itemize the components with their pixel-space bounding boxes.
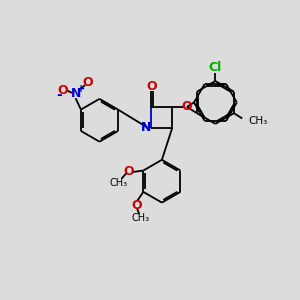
Text: O: O [146,80,157,93]
Text: N: N [141,121,151,134]
Text: +: + [77,84,85,94]
Text: O: O [131,199,142,212]
Text: O: O [124,166,134,178]
Text: CH₃: CH₃ [249,116,268,126]
Text: CH₃: CH₃ [131,213,149,224]
Text: O: O [182,100,192,113]
Text: CH₃: CH₃ [110,178,128,188]
Text: Oₓ: Oₓ [119,183,121,184]
Text: -: - [56,88,62,102]
Text: O: O [83,76,93,89]
Text: Cl: Cl [209,61,222,74]
Text: O: O [58,84,68,97]
Text: N: N [70,87,81,100]
